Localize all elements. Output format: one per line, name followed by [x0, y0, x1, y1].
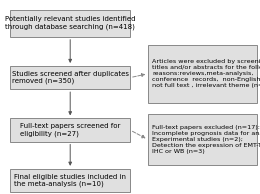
Text: Full-text papers screened for
eligibility (n=27): Full-text papers screened for eligibilit… — [20, 123, 120, 137]
FancyBboxPatch shape — [10, 169, 130, 192]
FancyBboxPatch shape — [10, 118, 130, 142]
FancyBboxPatch shape — [148, 45, 257, 103]
Text: Full-text papers excluded (n=17):
Incomplete prognosis data for analysis(n=12);
: Full-text papers excluded (n=17): Incomp… — [152, 125, 260, 154]
Text: Potentially relevant studies identified
through database searching (n=418): Potentially relevant studies identified … — [5, 16, 135, 30]
FancyBboxPatch shape — [10, 10, 130, 37]
Text: Final eligible studies included in
the meta-analysis (n=10): Final eligible studies included in the m… — [14, 174, 126, 187]
FancyBboxPatch shape — [10, 66, 130, 89]
Text: Studies screened after duplicates
removed (n=350): Studies screened after duplicates remove… — [12, 71, 129, 84]
FancyBboxPatch shape — [148, 114, 257, 165]
Text: Articles were excluded by screening
titles and/or abstracts for the following
re: Articles were excluded by screening titl… — [152, 59, 260, 88]
